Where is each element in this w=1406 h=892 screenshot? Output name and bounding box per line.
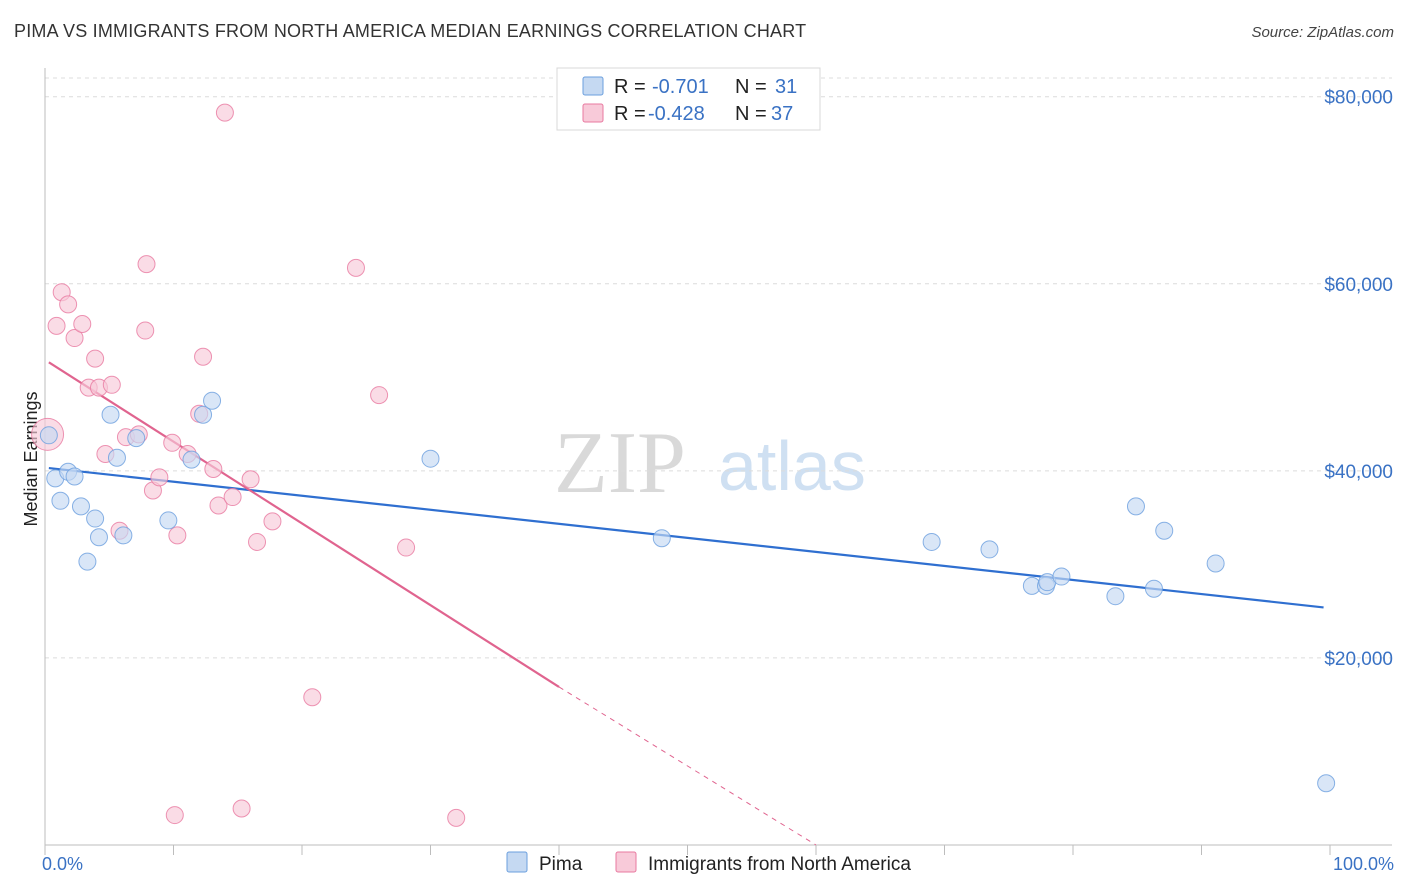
point-immigrants-19 xyxy=(165,806,184,825)
point-pima-14 xyxy=(182,450,201,469)
trend-line-extension-immigrants xyxy=(558,686,817,846)
point-immigrants-30 xyxy=(248,532,267,551)
correlation-legend: R = -0.701 N = 31 R = -0.428 N = 37 xyxy=(556,67,821,131)
point-pima-13 xyxy=(159,511,178,530)
watermark-zip: ZIP xyxy=(554,415,686,512)
point-pima-12 xyxy=(127,429,146,448)
point-immigrants-10 xyxy=(102,375,121,394)
point-pima-9 xyxy=(101,405,120,424)
y-tick-label-1: $40,000 xyxy=(1324,462,1393,483)
point-pima-17 xyxy=(421,449,440,468)
point-immigrants-25 xyxy=(209,496,228,515)
point-pima-30 xyxy=(1317,774,1336,793)
point-immigrants-34 xyxy=(370,386,389,405)
bottom-legend-swatch-pima xyxy=(506,851,528,873)
point-immigrants-20 xyxy=(168,526,187,545)
point-immigrants-3 xyxy=(59,295,78,314)
point-pima-7 xyxy=(86,509,105,528)
legend-n-value-immigrants: 37 xyxy=(771,103,793,125)
trend-lines xyxy=(48,361,1324,846)
legend-n-value-pima: 31 xyxy=(775,76,797,98)
point-pima-8 xyxy=(89,528,108,547)
x-tick-label-0: 0.0% xyxy=(42,854,83,874)
legend-n-label-pima: N = xyxy=(735,76,767,98)
point-immigrants-26 xyxy=(215,103,234,122)
point-pima-2 xyxy=(51,491,70,510)
legend-n-label-immigrants: N = xyxy=(735,103,767,125)
y-tick-label-3: $80,000 xyxy=(1324,88,1393,109)
x-tick-label-1: 100.0% xyxy=(1333,854,1394,874)
legend-r-label-immigrants: R = xyxy=(614,103,646,125)
y-axis-label: Median Earnings xyxy=(21,391,41,526)
point-pima-25 xyxy=(1106,587,1125,606)
x-tick-labels: 0.0% 100.0% xyxy=(42,854,1394,874)
point-immigrants-1 xyxy=(47,316,66,335)
point-immigrants-28 xyxy=(232,799,251,818)
point-immigrants-36 xyxy=(447,808,466,827)
legend-r-value-pima: -0.701 xyxy=(652,76,709,98)
y-tick-labels: $20,000 $40,000 $60,000 $80,000 xyxy=(1324,88,1393,670)
source-credit: Source: ZipAtlas.com xyxy=(1251,24,1394,41)
point-immigrants-33 xyxy=(346,258,365,277)
watermark-atlas: atlas xyxy=(718,427,866,505)
point-immigrants-29 xyxy=(241,470,260,489)
legend-swatch-immigrants xyxy=(582,103,604,123)
point-pima-5 xyxy=(71,497,90,516)
point-pima-16 xyxy=(203,391,222,410)
point-immigrants-23 xyxy=(194,347,213,366)
axes xyxy=(44,68,1392,855)
point-pima-24 xyxy=(1052,567,1071,586)
y-tick-label-0: $20,000 xyxy=(1324,649,1393,670)
point-immigrants-18 xyxy=(163,433,182,452)
bottom-legend-label-pima: Pima xyxy=(539,854,583,875)
point-pima-29 xyxy=(1206,554,1225,573)
y-tick-label-2: $60,000 xyxy=(1324,275,1393,296)
point-pima-20 xyxy=(980,540,999,559)
point-immigrants-35 xyxy=(397,538,416,557)
series-legend: Pima Immigrants from North America xyxy=(506,851,911,875)
point-pima-28 xyxy=(1155,521,1174,540)
point-pima-15 xyxy=(194,405,213,424)
point-pima-19 xyxy=(922,532,941,551)
trend-line-pima xyxy=(48,466,1324,609)
point-immigrants-4 xyxy=(65,329,84,348)
bottom-legend-label-immigrants: Immigrants from North America xyxy=(648,854,911,875)
bottom-legend-swatch-immigrants xyxy=(615,851,637,873)
point-immigrants-17 xyxy=(150,468,169,487)
point-pima-27 xyxy=(1144,579,1163,598)
point-pima-10 xyxy=(107,448,126,467)
point-immigrants-14 xyxy=(136,321,155,340)
legend-r-label-pima: R = xyxy=(614,76,646,98)
point-pima-26 xyxy=(1126,497,1145,516)
point-immigrants-15 xyxy=(137,255,156,274)
point-immigrants-5 xyxy=(73,315,92,334)
point-pima-0 xyxy=(39,426,58,445)
point-immigrants-7 xyxy=(86,349,105,368)
point-pima-4 xyxy=(65,467,84,486)
watermark: ZIP atlas xyxy=(554,415,866,512)
point-pima-11 xyxy=(114,526,133,545)
point-pima-6 xyxy=(78,552,97,571)
point-immigrants-31 xyxy=(263,512,282,531)
data-points xyxy=(31,103,1336,827)
point-immigrants-27 xyxy=(223,488,242,507)
legend-r-value-immigrants: -0.428 xyxy=(648,103,705,125)
trend-line-immigrants xyxy=(48,361,560,688)
point-immigrants-32 xyxy=(303,688,322,707)
point-pima-18 xyxy=(652,529,671,548)
point-immigrants-24 xyxy=(204,459,223,478)
legend-swatch-pima xyxy=(582,76,604,96)
grid-lines xyxy=(45,77,1392,659)
chart-title: PIMA VS IMMIGRANTS FROM NORTH AMERICA ME… xyxy=(14,21,807,41)
